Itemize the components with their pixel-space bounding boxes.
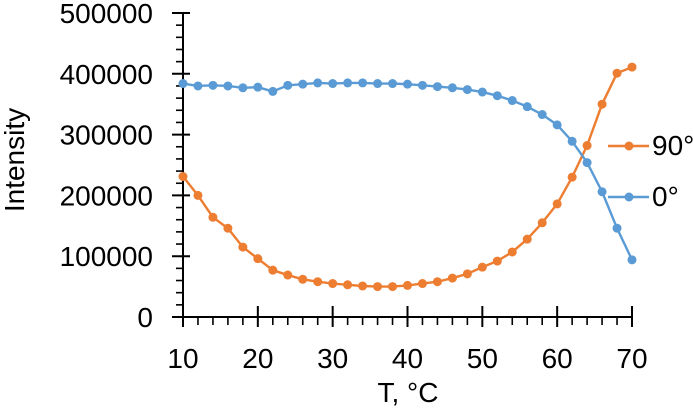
data-point-0° xyxy=(193,81,203,91)
data-point-0° xyxy=(358,78,368,88)
data-point-0° xyxy=(537,110,547,120)
data-point-0° xyxy=(268,86,278,96)
legend-key-0deg-icon xyxy=(608,192,649,202)
x-tick-label: 60 xyxy=(542,343,573,374)
data-point-0° xyxy=(552,120,562,130)
data-point-90° xyxy=(358,281,368,291)
data-point-0° xyxy=(388,79,398,89)
x-tick-label: 50 xyxy=(467,343,498,374)
x-tick-label: 20 xyxy=(242,343,273,374)
y-tick-label: 0 xyxy=(137,302,153,333)
legend-label-90deg: 90° xyxy=(652,130,693,161)
x-tick-label: 70 xyxy=(616,343,647,374)
y-tick-label: 400000 xyxy=(60,59,153,90)
data-point-0° xyxy=(253,82,263,92)
x-tick-label: 10 xyxy=(167,343,198,374)
data-point-0° xyxy=(328,79,338,89)
data-point-90° xyxy=(417,279,427,289)
data-point-90° xyxy=(477,262,487,272)
data-point-90° xyxy=(552,199,562,209)
y-tick-label: 100000 xyxy=(60,241,153,272)
data-point-0° xyxy=(582,158,592,168)
y-tick-label: 500000 xyxy=(60,0,153,29)
data-point-0° xyxy=(462,85,472,95)
data-point-0° xyxy=(178,79,188,89)
data-point-90° xyxy=(313,277,323,287)
data-point-90° xyxy=(253,254,263,264)
data-point-90° xyxy=(268,265,278,275)
data-point-0° xyxy=(417,80,427,90)
data-point-90° xyxy=(208,212,218,222)
data-point-0° xyxy=(298,79,308,89)
legend-label-0deg: 0° xyxy=(652,181,679,212)
data-point-90° xyxy=(178,172,188,182)
legend-item-90deg: 90° xyxy=(608,131,693,161)
data-point-0° xyxy=(283,80,293,90)
data-point-0° xyxy=(313,78,323,88)
data-point-0° xyxy=(612,223,622,233)
x-tick-label: 40 xyxy=(392,343,423,374)
data-point-90° xyxy=(238,242,248,252)
data-point-0° xyxy=(432,82,442,92)
data-point-0° xyxy=(403,79,412,89)
data-point-0° xyxy=(238,83,248,93)
legend-key-90deg-icon xyxy=(608,141,649,151)
data-point-0° xyxy=(492,91,502,101)
data-point-0° xyxy=(627,255,637,265)
data-point-90° xyxy=(612,68,622,78)
data-point-90° xyxy=(627,62,637,72)
x-tick-label: 30 xyxy=(317,343,348,374)
data-point-90° xyxy=(537,218,547,228)
data-point-90° xyxy=(522,234,532,244)
series-line-90° xyxy=(181,65,634,288)
data-point-90° xyxy=(298,274,308,284)
data-point-90° xyxy=(432,277,442,287)
data-point-0° xyxy=(373,79,383,89)
legend-item-0deg: 0° xyxy=(608,182,679,212)
data-point-0° xyxy=(208,80,218,90)
data-point-0° xyxy=(507,96,517,106)
data-point-90° xyxy=(597,99,607,109)
x-axis-title: T, °C xyxy=(377,377,439,408)
data-point-0° xyxy=(343,78,353,88)
data-point-90° xyxy=(582,141,592,151)
data-point-0° xyxy=(597,187,607,197)
series-line-0° xyxy=(181,81,634,262)
data-point-0° xyxy=(477,87,487,97)
y-tick-label: 300000 xyxy=(60,120,153,151)
data-point-90° xyxy=(567,172,577,182)
data-point-90° xyxy=(283,270,293,280)
data-point-90° xyxy=(328,279,338,289)
data-point-90° xyxy=(193,190,203,200)
data-point-90° xyxy=(492,256,502,266)
data-point-90° xyxy=(507,247,517,257)
data-point-0° xyxy=(223,81,233,91)
data-point-90° xyxy=(223,223,233,233)
y-tick-label: 200000 xyxy=(60,180,153,211)
data-point-90° xyxy=(403,280,412,290)
data-point-0° xyxy=(447,83,457,93)
y-axis-title: Intensity xyxy=(0,107,30,213)
data-point-90° xyxy=(373,282,383,292)
data-point-0° xyxy=(567,136,577,146)
data-point-90° xyxy=(462,269,472,279)
data-point-90° xyxy=(343,280,353,290)
data-point-90° xyxy=(388,282,398,292)
data-point-90° xyxy=(447,273,457,283)
data-point-0° xyxy=(522,102,532,112)
